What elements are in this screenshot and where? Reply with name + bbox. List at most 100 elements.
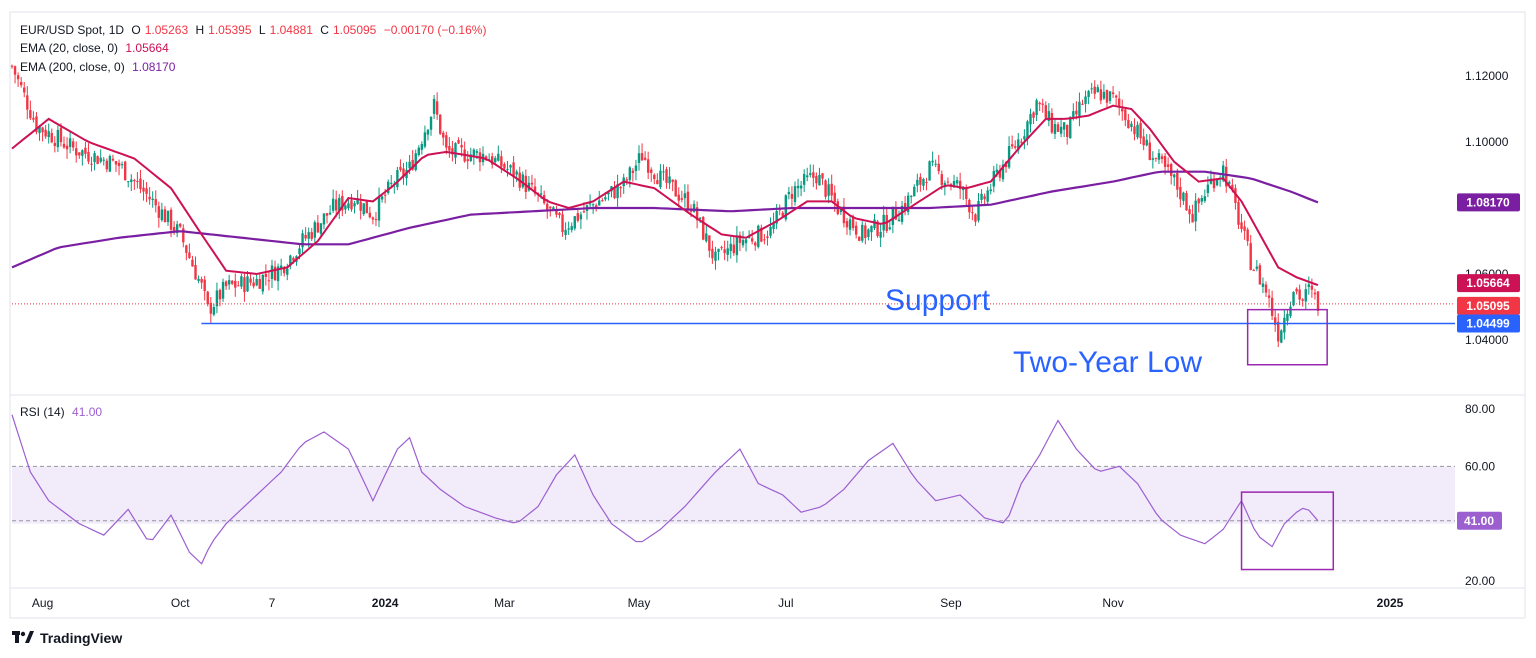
candle-body <box>955 180 959 184</box>
candle-body <box>435 101 439 115</box>
legend-ema200[interactable]: EMA (200, close, 0) 1.08170 <box>20 60 179 74</box>
candle-body <box>270 265 274 279</box>
price-label-tag <box>1457 314 1520 333</box>
candle-body <box>1145 139 1148 146</box>
candle-body <box>998 170 1002 178</box>
candle-body <box>335 199 338 211</box>
candle-body <box>1151 158 1155 160</box>
candle-body <box>108 156 112 172</box>
candle-body <box>879 232 882 238</box>
candle-body <box>744 239 748 244</box>
candle-body <box>347 203 350 209</box>
candle-body <box>1081 103 1084 105</box>
tradingview-logo[interactable]: TradingView <box>12 630 122 646</box>
candle-body <box>806 175 809 178</box>
candle-body <box>350 200 353 210</box>
candle-body <box>133 180 136 182</box>
candle-body <box>466 159 469 162</box>
candle-body <box>922 178 925 186</box>
candle-body <box>1105 90 1109 103</box>
rsi-axis: 80.00 60.00 20.00 <box>1465 402 1495 588</box>
time-tick-label: Sep <box>940 596 962 610</box>
ema200-value: 1.08170 <box>132 60 176 74</box>
time-tick-label: Nov <box>1102 596 1123 610</box>
candle-body <box>209 302 213 314</box>
rsi-tick-label: 20.00 <box>1465 574 1495 588</box>
open-value: 1.05263 <box>144 23 189 37</box>
candle-body <box>916 179 919 186</box>
candle-body <box>591 204 595 206</box>
candle-body <box>500 156 503 167</box>
candle-body <box>588 203 592 205</box>
candle-body <box>1038 102 1041 105</box>
candle-body <box>861 224 864 241</box>
candle-body <box>1286 313 1289 321</box>
candle-body <box>818 174 821 186</box>
candle-body <box>1313 292 1317 295</box>
candle-body <box>1203 196 1207 201</box>
candle-body <box>723 249 726 254</box>
candle-body <box>50 132 53 143</box>
candle-body <box>521 174 524 188</box>
candle-body <box>695 207 699 221</box>
candle-body <box>539 193 543 195</box>
candle-body <box>365 200 368 214</box>
close-label: C <box>320 23 329 37</box>
candle-body <box>484 156 488 160</box>
candle-body <box>111 158 115 161</box>
candle-body <box>1163 156 1167 167</box>
candle-body <box>1087 91 1090 98</box>
candle-body <box>44 129 47 137</box>
candle-body <box>47 131 50 138</box>
candle-body <box>815 175 818 184</box>
price-pane-border <box>9 11 1526 619</box>
candle-body <box>1111 92 1115 95</box>
candle-body <box>858 236 861 241</box>
candle-body <box>1209 178 1213 184</box>
candle-body <box>576 213 580 221</box>
candle-body <box>711 248 714 259</box>
candle-body <box>117 162 121 167</box>
candle-body <box>509 165 512 168</box>
candle-body <box>1133 126 1136 135</box>
candle-body <box>243 277 246 293</box>
price-label-text: 1.05095 <box>1466 299 1510 313</box>
candle-body <box>35 116 38 133</box>
candle-body <box>218 289 222 300</box>
candle-body <box>359 201 362 211</box>
candle-body <box>974 214 977 222</box>
candle-body <box>934 163 937 165</box>
candle-body <box>203 279 206 292</box>
candle-body <box>249 278 252 283</box>
candle-body <box>720 247 723 249</box>
candle-body <box>387 181 390 194</box>
candle-body <box>643 157 647 160</box>
candle-body <box>940 174 943 185</box>
candle-body <box>549 206 552 209</box>
candle-body <box>53 142 57 147</box>
candle-body <box>432 98 436 114</box>
legend-rsi[interactable]: RSI (14) 41.00 <box>20 405 106 419</box>
candle-body <box>1154 157 1158 159</box>
candle-body <box>411 159 414 170</box>
two-year-low-box <box>1246 308 1328 366</box>
candle-body <box>628 167 632 181</box>
legend-ema20[interactable]: EMA (20, close, 0) 1.05664 <box>20 41 173 55</box>
candle-body <box>454 143 457 158</box>
price-label-tag <box>1457 274 1520 293</box>
candle-body <box>56 129 60 148</box>
candle-body <box>1252 270 1255 272</box>
candle-body <box>19 81 23 86</box>
candle-body <box>928 161 931 181</box>
candle-body <box>383 194 387 196</box>
candle-body <box>680 198 684 200</box>
candle-body <box>322 213 326 225</box>
candle-body <box>497 153 500 161</box>
candle-body <box>179 223 182 227</box>
candle-body <box>867 229 870 237</box>
two-year-low-label: Two-Year Low <box>1013 346 1202 379</box>
legend-main: EUR/USD Spot, 1D O 1.05263 H 1.05395 L 1.04… <box>20 23 490 37</box>
candle-body <box>1191 213 1194 223</box>
time-tick-label: Aug <box>32 596 53 610</box>
